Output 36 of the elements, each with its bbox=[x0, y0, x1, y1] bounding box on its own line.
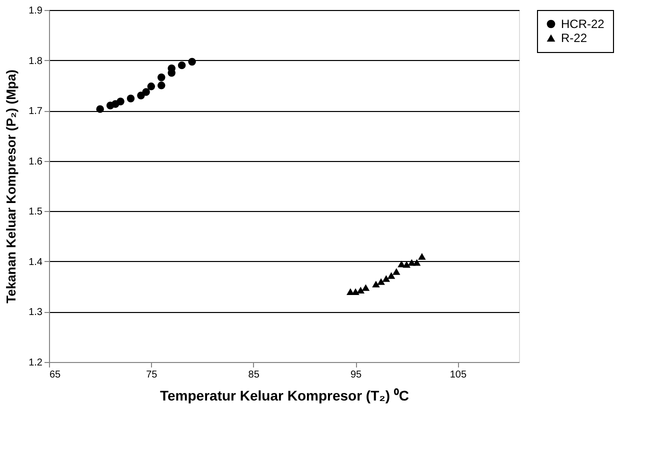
y-tick-label: 1.8 bbox=[28, 56, 43, 67]
y-axis-title: Tekanan Keluar Kompresor (P₂) (Mpa) bbox=[4, 70, 19, 304]
point bbox=[188, 58, 196, 66]
x-tick-label: 75 bbox=[146, 370, 158, 380]
point bbox=[418, 253, 426, 260]
point bbox=[377, 278, 385, 285]
y-tick-label: 1.6 bbox=[28, 156, 43, 168]
x-tick-label: 105 bbox=[450, 370, 467, 380]
point bbox=[387, 272, 396, 279]
point bbox=[116, 98, 124, 106]
y-tick-label: 1.3 bbox=[28, 307, 43, 318]
point bbox=[392, 268, 400, 275]
point bbox=[158, 74, 166, 82]
legend-label: R-22 bbox=[561, 31, 588, 45]
y-tick-label: 1.7 bbox=[28, 106, 43, 118]
x-axis-title: Temperatur Keluar Kompresor (T₂) ⁰C bbox=[160, 388, 410, 404]
x-tick-label: 65 bbox=[50, 370, 62, 380]
point bbox=[402, 261, 410, 268]
y-tick-label: 1.5 bbox=[28, 206, 43, 218]
point bbox=[412, 259, 421, 266]
point bbox=[158, 82, 166, 90]
point bbox=[142, 88, 150, 96]
point bbox=[147, 82, 156, 90]
y-tick-label: 1.4 bbox=[28, 256, 43, 268]
legend-label: HCR-22 bbox=[561, 17, 605, 31]
x-tick-label: 95 bbox=[350, 370, 362, 380]
point bbox=[372, 280, 380, 288]
point bbox=[362, 284, 370, 291]
point bbox=[178, 61, 186, 70]
y-tick-label: 1.2 bbox=[28, 358, 43, 368]
point bbox=[382, 275, 390, 282]
point bbox=[96, 105, 104, 113]
point bbox=[356, 286, 365, 294]
x-tick-label: 85 bbox=[248, 370, 260, 380]
y-tick-label: 1.9 bbox=[28, 6, 43, 16]
point bbox=[126, 94, 135, 102]
